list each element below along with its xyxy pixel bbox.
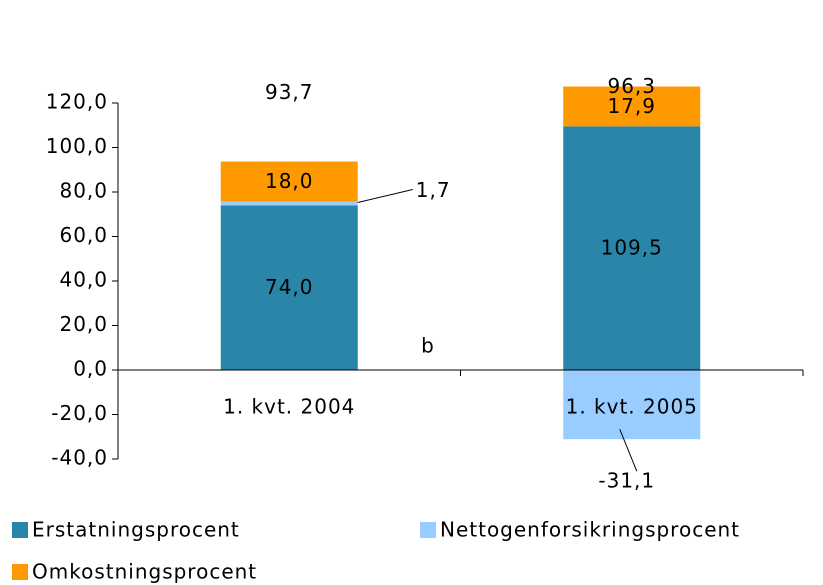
x-tick-label: 1. kvt. 2004 <box>223 395 355 419</box>
legend-label: Erstatningsprocent <box>32 518 240 542</box>
bar-segment <box>220 205 358 370</box>
y-tick-label: -20,0 <box>51 401 108 425</box>
data-label: 17,9 <box>607 94 656 118</box>
legend-label: Omkostningsprocent <box>32 560 257 584</box>
bar-segment <box>563 126 701 370</box>
y-tick-label: 60,0 <box>59 223 108 247</box>
leader-line <box>357 188 413 203</box>
data-label: -31,1 <box>598 469 655 493</box>
legend-swatch <box>12 522 28 538</box>
data-label: 1,7 <box>416 178 451 202</box>
y-tick-label: 40,0 <box>59 268 108 292</box>
bar-segment <box>220 201 358 206</box>
y-tick-label: 100,0 <box>46 134 108 158</box>
data-label: 18,0 <box>265 169 314 193</box>
leader-line <box>619 429 638 472</box>
y-tick-label: 120,0 <box>46 90 108 114</box>
legend-swatch <box>12 564 28 580</box>
total-label: 96,3 <box>607 74 656 98</box>
legend-label: Nettogenforsikringsprocent <box>440 518 740 542</box>
x-tick-label: 1. kvt. 2005 <box>566 395 698 419</box>
bar-segment <box>220 161 358 202</box>
y-tick-label: 80,0 <box>59 179 108 203</box>
bar-segment <box>563 86 701 127</box>
y-tick-label: -40,0 <box>51 446 108 470</box>
bar-segment <box>563 370 701 440</box>
annotation: b <box>421 334 435 358</box>
y-tick-label: 20,0 <box>59 312 108 336</box>
legend-swatch <box>420 522 436 538</box>
data-label: 109,5 <box>601 236 663 260</box>
data-label: 74,0 <box>265 275 314 299</box>
total-label: 93,7 <box>265 80 314 104</box>
y-tick-label: 0,0 <box>73 357 108 381</box>
